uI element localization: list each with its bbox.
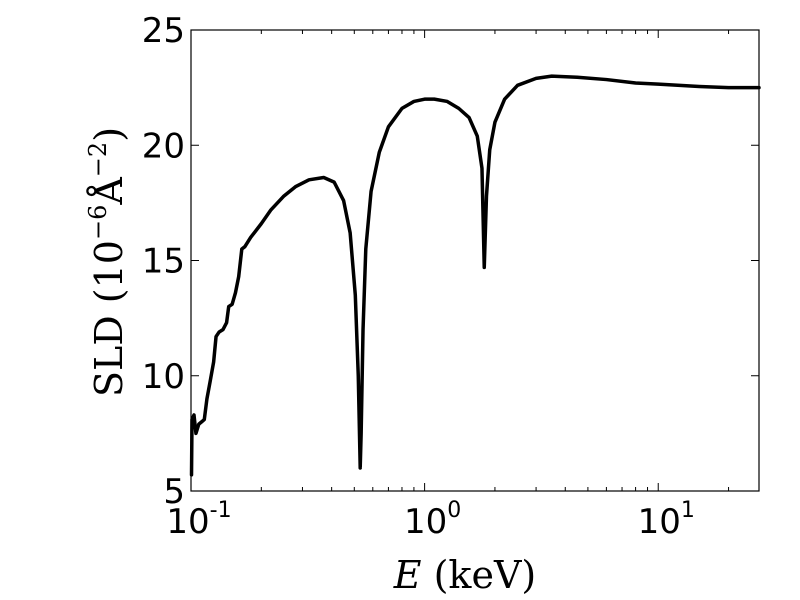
data-point — [727, 86, 730, 89]
data-point — [657, 83, 660, 85]
y-tick-label: 10 — [142, 357, 185, 397]
data-point — [203, 418, 206, 421]
data-point — [433, 98, 436, 100]
data-point — [218, 331, 220, 333]
data-point — [481, 167, 483, 170]
data-point — [387, 126, 390, 128]
data-point — [413, 100, 415, 103]
data-point — [359, 467, 362, 469]
data-point — [354, 294, 357, 296]
data-point — [294, 185, 297, 188]
data-point — [360, 432, 362, 435]
data-point — [234, 291, 237, 294]
data-point — [222, 328, 224, 331]
data-point — [503, 98, 506, 100]
data-point — [550, 75, 553, 77]
plot-frame — [190, 29, 760, 492]
x-axis-variable: E — [393, 553, 434, 597]
data-point — [468, 116, 470, 119]
y-axis-text: SLD (10 — [87, 240, 131, 397]
data-point — [200, 421, 203, 423]
y-tick-label: 15 — [142, 242, 185, 282]
data-point — [401, 107, 403, 110]
data-point — [270, 208, 272, 211]
data-point — [476, 135, 479, 137]
data-point — [308, 179, 310, 181]
data-point — [193, 414, 195, 416]
x-tick-exponent: 1 — [681, 498, 695, 523]
data-point — [483, 266, 486, 269]
data-point — [357, 374, 360, 377]
data-point — [758, 86, 760, 89]
data-point — [260, 222, 263, 225]
series-line — [189, 74, 761, 477]
y-tick-label: 25 — [142, 11, 185, 51]
y-tick-label: 5 — [163, 472, 185, 512]
y-axis-close: ) — [87, 127, 131, 142]
x-tick-label: 10-1 — [166, 498, 231, 542]
y-axis-label: SLD (10−6Å−2) — [84, 127, 131, 397]
x-tick-exponent: 0 — [447, 498, 461, 523]
data-point — [195, 432, 197, 435]
data-point — [634, 82, 637, 84]
y-axis-unit: Å — [87, 177, 131, 206]
data-point — [362, 328, 364, 331]
data-point — [576, 76, 579, 79]
data-point — [249, 236, 252, 239]
data-point — [241, 248, 243, 250]
data-point — [209, 379, 212, 382]
data-point — [485, 195, 488, 197]
data-point — [370, 190, 372, 193]
x-axis-unit: (keV) — [434, 553, 537, 597]
data-point — [215, 335, 217, 338]
data-point — [198, 423, 200, 425]
x-tick-label: 101 — [638, 498, 695, 542]
data-point — [535, 77, 537, 80]
x-tick-exponent: -1 — [210, 498, 232, 523]
x-tick-base: 10 — [166, 502, 209, 542]
data-point — [494, 121, 496, 123]
data-point — [488, 149, 491, 151]
x-tick-base: 10 — [638, 502, 681, 542]
y-axis-exponent: −6 — [84, 205, 112, 240]
data-point — [237, 275, 240, 278]
data-point — [333, 181, 335, 183]
data-point — [283, 195, 285, 197]
data-point — [516, 84, 519, 87]
data-point — [225, 321, 228, 324]
data-point — [605, 78, 608, 81]
data-point — [206, 398, 208, 400]
data-point — [423, 98, 426, 100]
x-axis-label: E (keV) — [393, 553, 536, 597]
data-point — [342, 199, 345, 202]
x-tick-label: 100 — [404, 498, 461, 542]
data-point — [212, 361, 215, 363]
data-point — [349, 232, 351, 234]
data-point — [227, 305, 230, 308]
data-point — [244, 245, 246, 248]
y-axis-unit-exponent: −2 — [84, 142, 112, 177]
data-point — [231, 303, 233, 306]
x-tick-base: 10 — [404, 502, 447, 542]
data-point — [698, 85, 701, 88]
data-point — [191, 418, 193, 421]
data-point — [378, 151, 381, 153]
data-point — [190, 474, 193, 476]
data-point — [457, 107, 460, 110]
y-tick-label: 20 — [142, 126, 185, 166]
data-point — [364, 248, 367, 250]
data-point — [446, 100, 449, 103]
data-point — [322, 176, 325, 179]
